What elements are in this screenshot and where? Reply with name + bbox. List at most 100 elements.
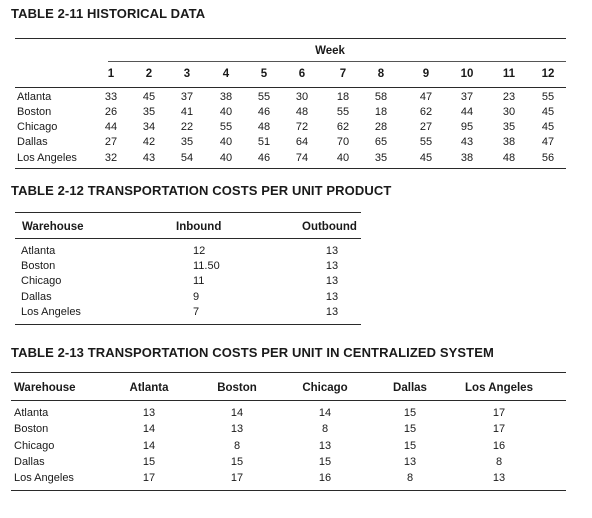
table-cell: 14 (142, 423, 156, 435)
table-cell: 46 (257, 106, 271, 118)
table-cell: 34 (142, 121, 156, 133)
table-cell: 45 (541, 121, 555, 133)
row-label: Boston (17, 106, 52, 118)
table-cell: 48 (295, 106, 309, 118)
table-cell: 38 (460, 152, 474, 164)
table-cell: 40 (219, 152, 233, 164)
row-label: Atlanta (21, 245, 56, 257)
table-cell: 26 (104, 106, 118, 118)
table-cell: 17 (142, 472, 156, 484)
table-cell: 14 (142, 440, 156, 452)
table-cell: 42 (142, 136, 156, 148)
table-bottom-rule (15, 324, 361, 325)
table-cell: 15 (230, 456, 244, 468)
table-title: TABLE 2-13 TRANSPORTATION COSTS PER UNIT… (11, 345, 494, 360)
week-5-header: 5 (260, 68, 268, 80)
week-group-header: Week (315, 45, 345, 57)
inbound-cell: 9 (193, 291, 200, 303)
week-10-header: 10 (460, 68, 474, 80)
table-cell: 37 (180, 91, 194, 103)
row-label: Atlanta (14, 407, 49, 419)
table-cell: 55 (419, 136, 433, 148)
week-12-header: 12 (541, 68, 555, 80)
table-cell: 74 (295, 152, 309, 164)
table-cell: 30 (295, 91, 309, 103)
header-outbound: Outbound (302, 221, 357, 233)
row-label: Los Angeles (21, 306, 81, 318)
row-label: Chicago (14, 440, 55, 452)
week-9-header: 9 (422, 68, 430, 80)
table-cell: 65 (374, 136, 388, 148)
week-2-header: 2 (145, 68, 153, 80)
outbound-cell: 13 (325, 260, 339, 272)
header-atlanta: Atlanta (129, 382, 169, 394)
table-cell: 44 (460, 106, 474, 118)
table-cell: 13 (318, 440, 332, 452)
table-cell: 43 (142, 152, 156, 164)
table-cell: 15 (318, 456, 332, 468)
outbound-cell: 13 (325, 275, 339, 287)
inbound-cell: 7 (193, 306, 200, 318)
table-cell: 18 (336, 91, 350, 103)
table-cell: 46 (257, 152, 271, 164)
table-cell: 8 (321, 423, 329, 435)
table-cell: 44 (104, 121, 118, 133)
table-cell: 27 (104, 136, 118, 148)
outbound-cell: 13 (325, 291, 339, 303)
table-cell: 62 (336, 121, 350, 133)
table-cell: 30 (502, 106, 516, 118)
week-11-header: 11 (502, 68, 516, 80)
table-cell: 38 (502, 136, 516, 148)
table-cell: 35 (374, 152, 388, 164)
row-label: Chicago (21, 275, 62, 287)
table-cell: 35 (502, 121, 516, 133)
row-label: Dallas (14, 456, 45, 468)
table-cell: 8 (495, 456, 503, 468)
table-cell: 55 (219, 121, 233, 133)
inbound-cell: 12 (193, 245, 206, 257)
header-dallas: Dallas (393, 382, 427, 394)
row-label: Atlanta (17, 91, 52, 103)
table-cell: 8 (406, 472, 414, 484)
header-warehouse: Warehouse (22, 221, 84, 233)
table-cell: 55 (336, 106, 350, 118)
row-label: Chicago (17, 121, 58, 133)
outbound-cell: 13 (325, 306, 339, 318)
header-rule (11, 400, 566, 401)
table-cell: 18 (374, 106, 388, 118)
table-cell: 58 (374, 91, 388, 103)
table-cell: 17 (492, 407, 506, 419)
table-cell: 41 (180, 106, 194, 118)
table-cell: 23 (502, 91, 516, 103)
table-cell: 13 (142, 407, 156, 419)
header-inbound: Inbound (176, 221, 222, 233)
table-cell: 45 (142, 91, 156, 103)
table-cell: 35 (180, 136, 194, 148)
table-top-rule (15, 212, 361, 213)
table-cell: 47 (419, 91, 433, 103)
table-top-rule (11, 372, 566, 373)
table-cell: 40 (219, 136, 233, 148)
table-cell: 35 (142, 106, 156, 118)
row-label: Los Angeles (14, 472, 74, 484)
table-cell: 47 (541, 136, 555, 148)
week-3-header: 3 (183, 68, 191, 80)
row-label: Boston (14, 423, 49, 435)
table-cell: 62 (419, 106, 433, 118)
table-cell: 15 (142, 456, 156, 468)
table-cell: 28 (374, 121, 388, 133)
table-cell: 54 (180, 152, 194, 164)
header-rule (15, 238, 361, 239)
table-cell: 13 (403, 456, 417, 468)
table-cell: 38 (219, 91, 233, 103)
row-label: Los Angeles (17, 152, 77, 164)
table-cell: 13 (492, 472, 506, 484)
table-cell: 72 (295, 121, 309, 133)
header-rule (15, 87, 566, 88)
table-cell: 70 (336, 136, 350, 148)
table-cell: 33 (104, 91, 118, 103)
table-bottom-rule (11, 490, 566, 491)
table-cell: 27 (419, 121, 433, 133)
table-cell: 64 (295, 136, 309, 148)
table-cell: 15 (403, 407, 417, 419)
